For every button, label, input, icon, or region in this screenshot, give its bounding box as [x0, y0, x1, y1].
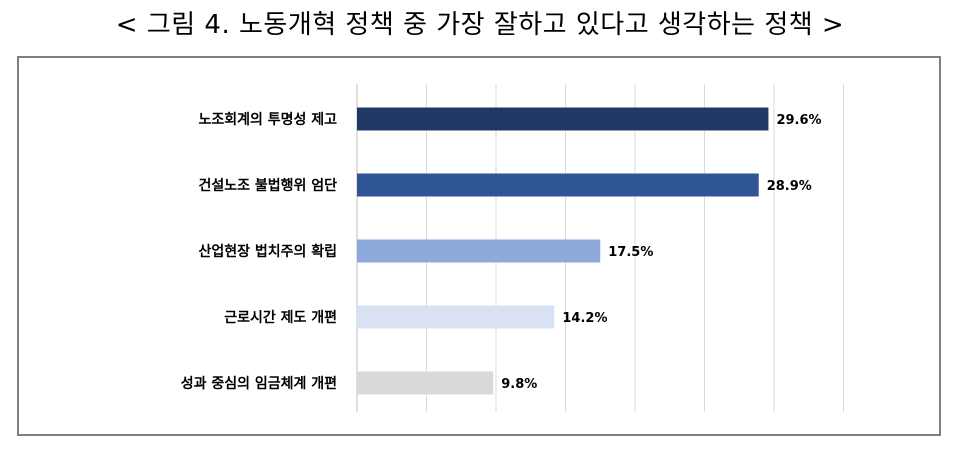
data-label: 29.6%: [776, 113, 821, 128]
bar: [357, 173, 759, 197]
bars: [357, 107, 769, 395]
data-label: 9.8%: [501, 377, 537, 392]
category-label: 성과 중심의 임금체계 개편: [181, 375, 337, 392]
category-label: 노조회계의 투명성 제고: [198, 111, 337, 128]
data-label: 17.5%: [608, 245, 653, 260]
category-label: 산업현장 법치주의 확립: [198, 243, 337, 260]
data-label: 28.9%: [767, 179, 812, 194]
bar: [357, 239, 601, 263]
chart-title: < 그림 4. 노동개혁 정책 중 가장 잘하고 있다고 생각하는 정책 >: [115, 10, 845, 40]
data-label: 14.2%: [562, 311, 607, 326]
bar: [357, 371, 494, 395]
value-labels: 29.6% 28.9% 17.5% 14.2% 9.8%: [501, 113, 821, 392]
category-label: 건설노조 불법행위 엄단: [198, 177, 337, 194]
category-label: 근로시간 제도 개편: [224, 309, 337, 326]
bar: [357, 107, 769, 131]
bar: [357, 305, 555, 329]
